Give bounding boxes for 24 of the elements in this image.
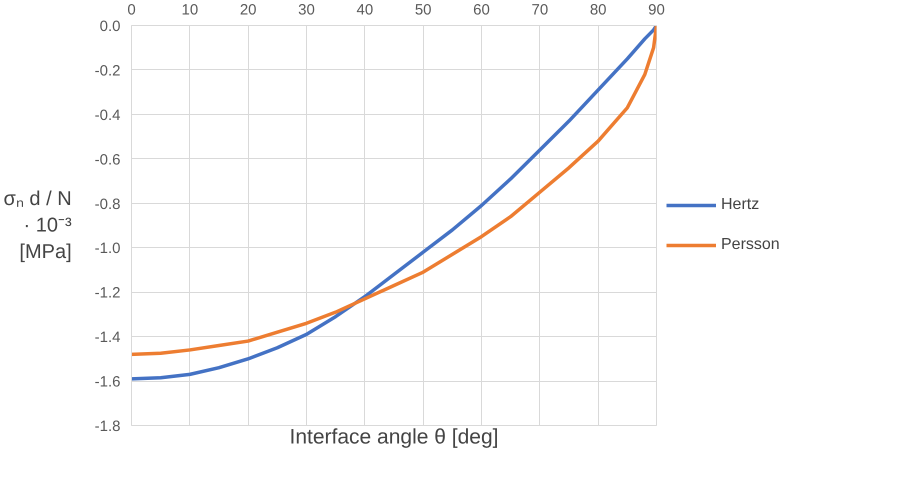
x-tick-label: 40 xyxy=(356,2,374,18)
x-tick-label: 20 xyxy=(240,2,257,18)
y-tick-label: -1.8 xyxy=(94,418,121,435)
x-axis-title: Interface angle θ [deg] xyxy=(290,426,499,448)
y-tick-label: -1.6 xyxy=(94,374,121,391)
y-tick-label: -1.0 xyxy=(94,240,121,258)
x-tick-label: 10 xyxy=(181,2,198,18)
y-tick-label: -0.4 xyxy=(94,106,121,124)
y-tick-label: -1.2 xyxy=(94,284,121,302)
x-tick-label: 0 xyxy=(127,2,136,18)
legend-label: Hertz xyxy=(721,196,760,214)
x-tick-label: 60 xyxy=(473,2,490,18)
y-tick-label: -0.8 xyxy=(94,196,121,213)
y-tick-label: -0.6 xyxy=(94,151,121,168)
y-tick-label: -0.2 xyxy=(94,62,121,80)
y-axis-title: σₙ d / N · 10⁻³ [MPa] xyxy=(4,188,72,263)
x-tick-label: 50 xyxy=(414,2,432,18)
y-tick-label: -1.4 xyxy=(94,329,121,346)
x-tick-label: 30 xyxy=(298,2,315,18)
legend-label: Persson xyxy=(721,236,780,254)
x-tick-label: 90 xyxy=(648,2,665,18)
x-tick-label: 70 xyxy=(531,2,548,18)
y-tick-label: 0.0 xyxy=(100,18,121,35)
x-tick-label: 80 xyxy=(590,2,607,18)
